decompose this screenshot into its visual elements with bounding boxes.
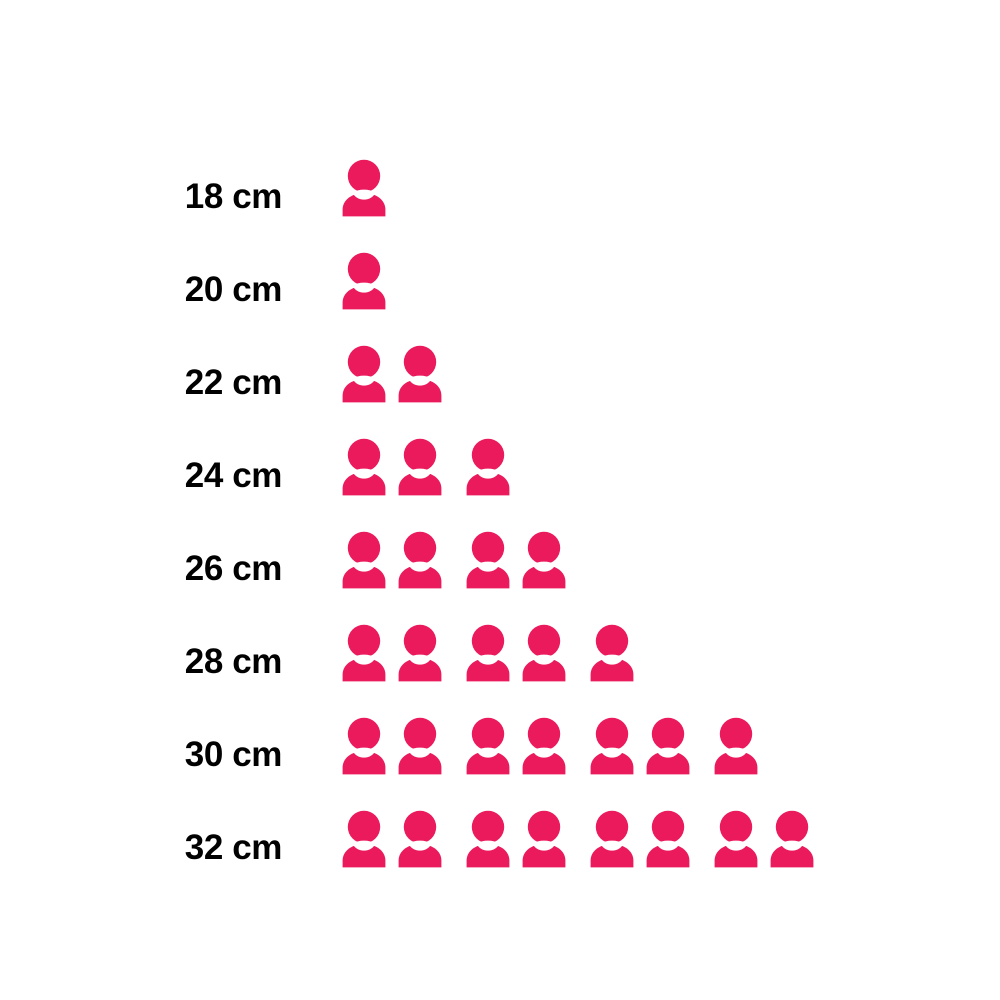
row-label: 24 cm — [184, 456, 283, 495]
person-icon — [644, 717, 692, 775]
pictogram-row: 24 cm — [0, 405, 1000, 498]
row-icon-group — [282, 810, 816, 870]
pictogram-row: 20 cm — [0, 219, 1000, 312]
person-icon — [520, 624, 568, 682]
person-icon — [396, 438, 444, 496]
person-icon — [340, 159, 388, 217]
person-icon — [396, 345, 444, 403]
person-icon — [340, 531, 388, 589]
person-icon — [464, 624, 512, 682]
icon-pair — [588, 810, 692, 868]
row-icon-group — [282, 252, 388, 312]
icon-pair — [340, 624, 444, 682]
icon-pair — [340, 159, 388, 217]
pictogram-row: 28 cm — [0, 591, 1000, 684]
person-icon — [340, 252, 388, 310]
person-icon — [464, 438, 512, 496]
person-icon — [588, 810, 636, 868]
icon-pair — [464, 717, 568, 775]
person-icon — [588, 717, 636, 775]
person-icon — [396, 531, 444, 589]
icon-pair — [340, 531, 444, 589]
icon-pair — [588, 717, 692, 775]
person-icon — [712, 810, 760, 868]
person-icon — [464, 531, 512, 589]
pictogram-row: 22 cm — [0, 312, 1000, 405]
pictogram-row-list: 18 cm 20 cm 22 cm 24 cm 26 cm 28 cm 30 cm 32 cm — [0, 126, 1000, 870]
person-icon — [588, 624, 636, 682]
person-icon — [464, 810, 512, 868]
person-icon — [520, 531, 568, 589]
person-icon — [340, 717, 388, 775]
person-icon — [340, 438, 388, 496]
icon-pair — [464, 810, 568, 868]
person-icon — [644, 810, 692, 868]
person-icon — [396, 810, 444, 868]
row-label: 20 cm — [184, 270, 283, 309]
person-icon — [768, 810, 816, 868]
icon-pair — [464, 438, 512, 496]
icon-pair — [464, 624, 568, 682]
pictogram-row: 30 cm — [0, 684, 1000, 777]
icon-pair — [712, 810, 816, 868]
pictogram-row: 18 cm — [0, 126, 1000, 219]
row-icon-group — [282, 159, 388, 219]
pictogram-row: 26 cm — [0, 498, 1000, 591]
person-icon — [340, 624, 388, 682]
icon-pair — [340, 345, 444, 403]
person-icon — [520, 810, 568, 868]
icon-pair — [464, 531, 568, 589]
row-label: 22 cm — [184, 363, 283, 402]
row-icon-group — [282, 624, 636, 684]
person-icon — [396, 717, 444, 775]
row-icon-group — [282, 438, 512, 498]
person-icon — [340, 345, 388, 403]
row-icon-group — [282, 345, 444, 405]
icon-pair — [340, 252, 388, 310]
icon-pair — [588, 624, 636, 682]
person-icon — [464, 717, 512, 775]
person-icon — [520, 717, 568, 775]
person-icon — [712, 717, 760, 775]
row-label: 28 cm — [184, 642, 283, 681]
row-label: 32 cm — [184, 828, 283, 867]
person-icon — [396, 624, 444, 682]
icon-pair — [340, 810, 444, 868]
row-label: 30 cm — [184, 735, 283, 774]
icon-pair — [340, 717, 444, 775]
row-icon-group — [282, 717, 760, 777]
row-label: 26 cm — [184, 549, 283, 588]
person-icon — [340, 810, 388, 868]
pictogram-row: 32 cm — [0, 777, 1000, 870]
icon-pair — [340, 438, 444, 496]
icon-pair — [712, 717, 760, 775]
row-icon-group — [282, 531, 568, 591]
row-label: 18 cm — [184, 177, 283, 216]
